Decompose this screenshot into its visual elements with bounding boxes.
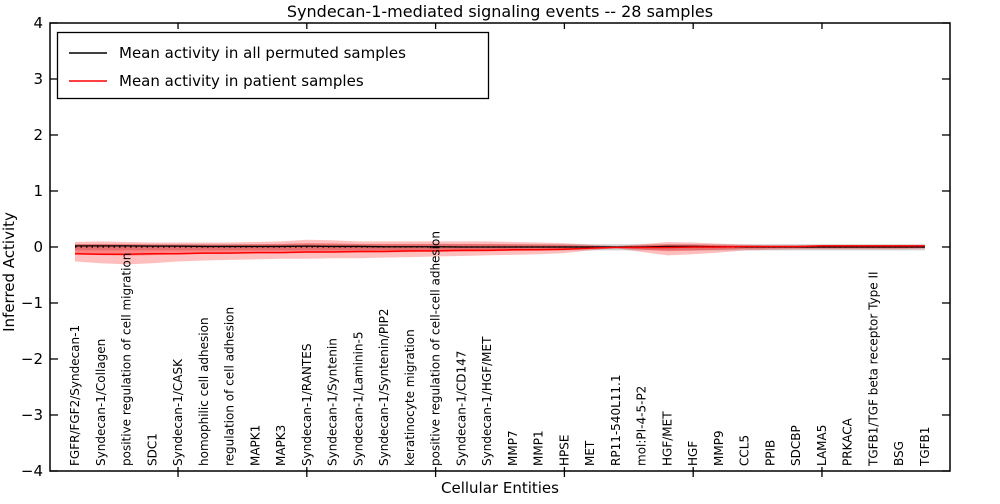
x-category-label: PPIB [763, 440, 777, 466]
x-category-label: MMP9 [712, 430, 726, 466]
legend-label-patient: Mean activity in patient samples [119, 72, 364, 90]
x-category-label: positive regulation of cell-cell adhesio… [429, 231, 443, 466]
x-category-label: Syndecan-1/Collagen [94, 339, 108, 466]
x-category-label: PRKACA [841, 417, 855, 466]
x-category-label: regulation of cell adhesion [223, 307, 237, 466]
x-category-label: BSG [892, 441, 906, 466]
y-tick-label: 1 [33, 182, 43, 200]
y-tick-label: −1 [21, 294, 43, 312]
patient-mean-line [74, 245, 925, 256]
x-category-label: MET [583, 440, 597, 466]
x-category-label: Syndecan-1/RANTES [300, 344, 314, 466]
legend-box [56, 31, 490, 100]
x-category-label: FGFR/FGF2/Syndecan-1 [68, 325, 82, 466]
x-category-label: keratinocyte migration [403, 329, 417, 466]
x-category-label: RP11-540L11.1 [609, 375, 623, 466]
x-category-label: MMP1 [532, 430, 546, 466]
y-tick-label: 3 [33, 70, 43, 88]
x-category-label: positive regulation of cell migration [120, 253, 134, 466]
y-tick-label: 0 [33, 238, 43, 256]
x-category-label: Syndecan-1/HGF/MET [480, 336, 494, 466]
x-category-label: CCL5 [738, 435, 752, 466]
x-category-label: Syndecan-1/Syntenin [326, 338, 340, 466]
chart-title: Syndecan-1-mediated signaling events -- … [287, 2, 713, 21]
x-category-label: LAMA5 [815, 425, 829, 466]
x-axis-title: Cellular Entities [441, 479, 559, 497]
legend-label-permuted: Mean activity in all permuted samples [119, 44, 406, 62]
y-tick-label: 2 [33, 126, 43, 144]
x-category-label: HGF [686, 441, 700, 466]
plot-frame [49, 22, 951, 472]
y-tick-label: −2 [21, 350, 43, 368]
x-category-label: Syndecan-1/CASK [171, 358, 185, 466]
y-tick-label: −3 [21, 406, 43, 424]
y-tick-label: 4 [33, 14, 43, 32]
plot-area: −4 −3 −2 −1 0 1 2 3 4 FGFR/FGF2/Syndecan-1 Syndeca… [21, 14, 950, 480]
x-category-label: SDC1 [145, 433, 159, 466]
y-axis-title: Inferred Activity [0, 212, 18, 332]
x-category-label: MAPK1 [248, 425, 262, 466]
x-category-label: homophilic cell adhesion [197, 317, 211, 466]
x-category-label: Syndecan-1/Syntenin/PIP2 [377, 308, 391, 466]
x-category-label: TGFB1 [918, 427, 932, 467]
x-category-label: HPSE [557, 435, 571, 466]
x-category-label: Syndecan-1/Laminin-5 [351, 332, 365, 466]
x-category-label: mol:PI-4-5-P2 [635, 386, 649, 466]
legend: Mean activity in all permuted samples Me… [56, 31, 490, 100]
y-tick-label: −4 [21, 462, 43, 480]
x-category-label: MMP7 [506, 430, 520, 466]
x-category-label: HGF/MET [660, 411, 674, 466]
x-category-label: TGFB1/TGF beta receptor Type II [866, 271, 880, 467]
x-category-label: Syndecan-1/CD147 [454, 351, 468, 466]
x-category-label: MAPK3 [274, 425, 288, 466]
x-category-label: SDCBP [789, 425, 803, 466]
